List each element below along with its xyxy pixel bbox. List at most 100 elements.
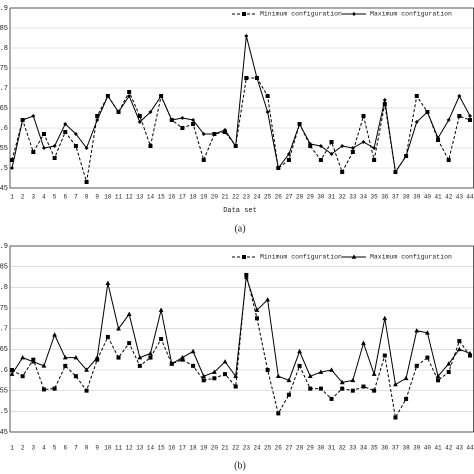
point-marker <box>95 118 100 122</box>
x-tick-label: 33 <box>349 445 357 452</box>
point-marker <box>286 377 292 383</box>
point-marker <box>30 359 36 364</box>
point-marker <box>350 150 355 154</box>
point-marker <box>211 369 217 374</box>
x-tick-label: 37 <box>392 194 400 201</box>
point-marker <box>158 307 164 312</box>
x-tick-label: 25 <box>264 445 272 452</box>
point-marker <box>201 378 206 383</box>
point-marker <box>105 280 111 285</box>
x-tick-label: 34 <box>360 445 368 452</box>
point-marker <box>425 110 430 114</box>
x-tick-label: 31 <box>328 445 336 452</box>
caption: (b) <box>234 460 246 471</box>
x-tick-label: 11 <box>115 445 123 452</box>
x-tick-label: 4 <box>42 194 46 201</box>
point-marker <box>137 355 143 360</box>
point-marker <box>127 90 132 94</box>
point-marker <box>63 122 68 126</box>
x-tick-label: 20 <box>211 194 219 201</box>
point-marker <box>297 363 302 368</box>
point-marker <box>20 374 25 379</box>
x-tick-label: 38 <box>402 194 410 201</box>
point-marker <box>73 132 78 136</box>
x-tick-label: 38 <box>402 445 410 452</box>
point-marker <box>457 339 462 344</box>
point-marker <box>467 350 473 356</box>
point-marker <box>95 114 100 118</box>
point-marker <box>457 114 462 118</box>
point-marker <box>404 154 409 158</box>
point-marker <box>286 392 291 397</box>
point-marker <box>297 348 302 354</box>
point-marker <box>116 355 121 360</box>
point-marker <box>127 341 132 346</box>
y-tick-label: 0.45 <box>0 429 8 437</box>
x-tick-label: 29 <box>307 445 315 452</box>
x-tick-label: 1 <box>10 194 14 201</box>
x-tick-label: 35 <box>371 194 379 201</box>
series-line <box>11 276 471 386</box>
point-marker <box>94 355 100 360</box>
x-tick-label: 40 <box>424 445 432 452</box>
x-tick-label: 7 <box>74 194 78 201</box>
x-tick-label: 30 <box>317 194 325 201</box>
point-marker <box>468 353 472 358</box>
x-tick-label: 9 <box>95 194 99 201</box>
point-marker <box>254 307 260 312</box>
point-marker <box>403 375 409 381</box>
point-marker <box>10 158 14 162</box>
point-marker <box>169 118 174 122</box>
x-tick-label: 41 <box>434 445 442 452</box>
y-tick-label: 0.9 <box>0 243 8 251</box>
point-marker <box>191 363 196 368</box>
x-tick-label: 32 <box>339 194 347 201</box>
point-marker <box>414 120 419 124</box>
point-marker <box>201 132 206 136</box>
x-tick-label: 5 <box>53 194 57 201</box>
legend-label: Maximum configuration <box>370 254 452 261</box>
x-tick-label: 28 <box>296 194 304 201</box>
legend-label: Minimum configuration <box>260 254 342 261</box>
point-marker <box>457 94 462 98</box>
x-tick-label: 16 <box>168 194 176 201</box>
y-tick-label: 0.7 <box>0 85 8 93</box>
point-marker <box>318 369 324 374</box>
x-tick-label: 9 <box>95 445 99 452</box>
x-tick-label: 27 <box>285 194 293 201</box>
y-tick-label: 0.65 <box>0 105 8 113</box>
x-tick-label: 26 <box>275 194 283 201</box>
point-marker <box>52 332 58 337</box>
point-marker <box>393 415 398 420</box>
x-tick-label: 37 <box>392 445 400 452</box>
point-marker <box>372 146 377 150</box>
point-marker <box>350 377 356 383</box>
point-marker <box>244 76 249 80</box>
x-tick-label: 12 <box>126 194 134 201</box>
series-line <box>11 274 471 419</box>
x-tick-label: 17 <box>179 194 187 201</box>
y-tick-label: 0.5 <box>0 408 8 416</box>
x-tick-label: 36 <box>381 194 389 201</box>
point-marker <box>41 363 47 368</box>
y-tick-label: 0.65 <box>0 346 8 354</box>
y-tick-label: 0.45 <box>0 185 8 193</box>
point-marker <box>180 126 185 130</box>
x-tick-label: 3 <box>31 194 35 201</box>
point-marker <box>243 274 249 279</box>
point-marker <box>372 388 377 393</box>
point-marker <box>73 374 78 379</box>
legend-marker <box>242 255 246 259</box>
point-marker <box>340 144 345 148</box>
point-marker <box>435 373 441 378</box>
point-marker <box>254 316 259 321</box>
x-tick-label: 21 <box>221 445 229 452</box>
point-marker <box>286 152 291 156</box>
x-tick-label: 14 <box>147 194 155 201</box>
point-marker <box>137 363 142 368</box>
point-marker <box>31 150 36 154</box>
point-marker <box>84 388 89 393</box>
series-line <box>11 35 471 174</box>
point-marker <box>414 94 419 98</box>
point-marker <box>372 158 377 162</box>
